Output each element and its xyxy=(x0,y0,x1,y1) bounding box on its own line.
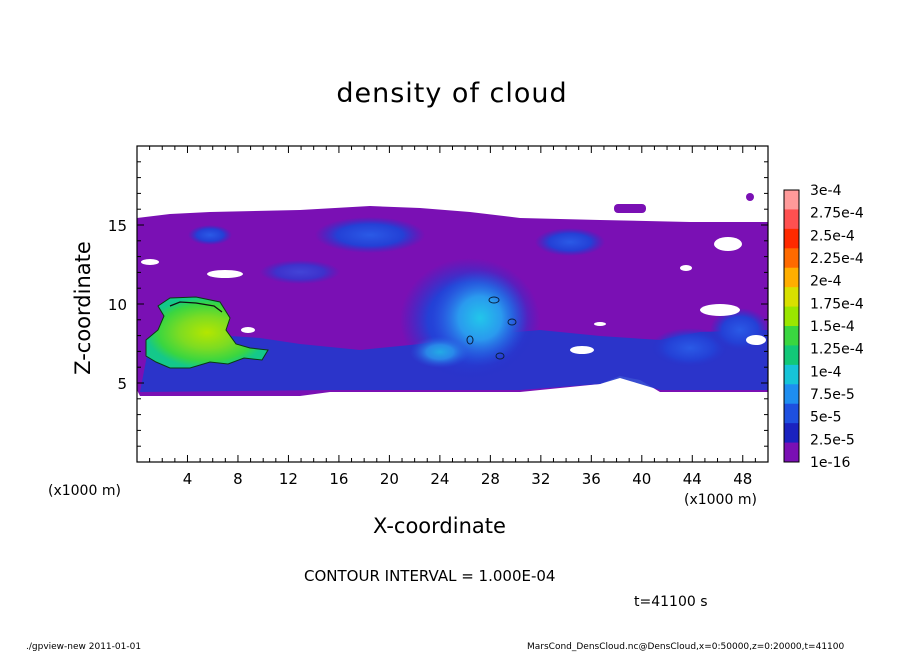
x-tick-label: 16 xyxy=(329,470,348,488)
x-tick-label: 40 xyxy=(632,470,651,488)
x-tick-label: 36 xyxy=(582,470,601,488)
x-axis: 4 8 12 16 20 24 28 32 36 40 44 48 xyxy=(136,146,769,488)
chart-title: density of cloud xyxy=(336,78,568,109)
colorbar-swatch xyxy=(784,423,799,444)
cyan-plume xyxy=(410,336,470,368)
contour-line xyxy=(145,296,269,369)
x-tick-label: 8 xyxy=(233,470,243,488)
contour-line xyxy=(495,352,505,360)
colorbar-label: 2.75e-4 xyxy=(810,206,864,222)
empty-region xyxy=(241,327,255,333)
contour-line xyxy=(169,301,223,313)
colorbar-label: 1.75e-4 xyxy=(810,296,864,312)
colorbar-swatch xyxy=(784,267,799,288)
colorbar-swatch xyxy=(784,190,799,210)
y-axis: 5 10 15 xyxy=(108,145,768,463)
x-tick-label: 20 xyxy=(380,470,399,488)
cloud-fragment xyxy=(614,204,646,213)
blue-patch xyxy=(188,225,232,245)
colorbar-label: 2e-4 xyxy=(810,274,842,290)
colorbar-frame xyxy=(783,189,800,463)
contour-line xyxy=(507,318,517,326)
y-tick-label: 15 xyxy=(108,217,127,235)
footer-right: MarsCond_DensCloud.nc@DensCloud,x=0:5000… xyxy=(527,642,845,652)
x-tick-label: 4 xyxy=(183,470,193,488)
colorbar-swatch xyxy=(784,248,799,269)
colorbar-swatch xyxy=(784,442,799,463)
y-tick-label: 5 xyxy=(117,375,127,393)
colorbar-label: 2.5e-5 xyxy=(810,432,855,448)
colorbar-swatch xyxy=(784,287,799,308)
y-tick-label: 10 xyxy=(108,296,127,314)
empty-region xyxy=(700,304,740,316)
green-core xyxy=(146,297,268,368)
empty-region xyxy=(680,265,692,271)
colorbar-swatch xyxy=(784,228,799,249)
colorbar-swatch xyxy=(784,345,799,366)
blue-patch xyxy=(315,217,425,253)
colorbar: 3e-4 2.75e-4 2.5e-4 2.25e-4 2e-4 1.75e-4 1.5e-… xyxy=(783,183,864,471)
contour-interval-label: CONTOUR INTERVAL = 1.000E-04 xyxy=(304,567,556,585)
colorbar-label: 2.5e-4 xyxy=(810,228,855,244)
blue-patch xyxy=(260,260,340,284)
empty-region xyxy=(746,335,766,345)
colorbar-label: 5e-5 xyxy=(810,410,841,426)
x-unit-label: (x1000 m) xyxy=(48,483,121,499)
colorbar-label: 2.25e-4 xyxy=(810,251,864,267)
footer-left: ./gpview-new 2011-01-01 xyxy=(26,642,142,652)
colorbar-swatch xyxy=(784,326,799,346)
x-tick-label: 24 xyxy=(430,470,449,488)
colorbar-swatch xyxy=(784,403,799,424)
colorbar-swatch xyxy=(784,384,799,405)
x-tick-label: 32 xyxy=(531,470,550,488)
colorbar-label: 3e-4 xyxy=(810,183,842,199)
x-tick-label: 28 xyxy=(481,470,500,488)
blue-patch xyxy=(650,328,730,368)
colorbar-label: 1e-16 xyxy=(810,455,850,471)
colorbar-label: 1.25e-4 xyxy=(810,342,864,358)
x-unit-label-right: (x1000 m) xyxy=(684,492,757,508)
empty-region xyxy=(570,346,594,354)
colorbar-swatch xyxy=(784,209,799,230)
cloud-fragment xyxy=(746,193,754,201)
x-axis-label: X-coordinate xyxy=(373,514,506,538)
y-axis-label: Z-coordinate xyxy=(71,241,95,375)
x-tick-label: 44 xyxy=(683,470,702,488)
colorbar-label: 1e-4 xyxy=(810,364,842,380)
heatmap-field xyxy=(137,193,768,396)
empty-region xyxy=(594,322,606,326)
empty-region xyxy=(207,270,243,278)
colorbar-label: 1.5e-4 xyxy=(810,319,855,335)
x-tick-label: 12 xyxy=(279,470,298,488)
empty-region xyxy=(714,237,742,251)
contour-line xyxy=(466,335,474,345)
colorbar-swatch xyxy=(784,306,799,327)
colorbar-label: 7.5e-5 xyxy=(810,387,855,403)
x-tick-label: 48 xyxy=(733,470,752,488)
blue-patch xyxy=(535,228,605,256)
colorbar-swatch xyxy=(784,364,799,385)
empty-region xyxy=(141,259,159,265)
time-label: t=41100 s xyxy=(634,594,708,610)
contour-line xyxy=(488,296,500,304)
